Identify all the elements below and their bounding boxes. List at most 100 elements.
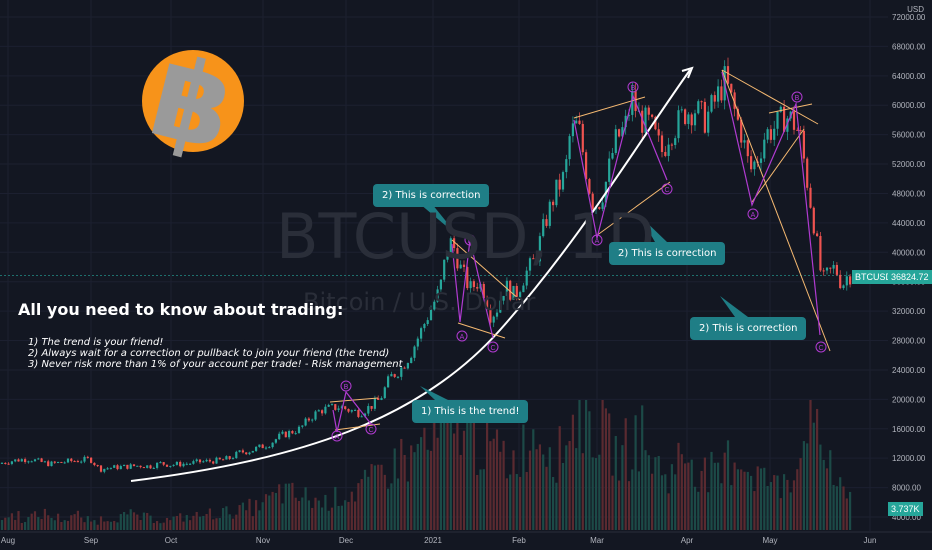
candle-body [321, 410, 324, 414]
candle-body [743, 140, 746, 143]
callout-tail-1 [420, 204, 458, 236]
candle-body [189, 463, 192, 465]
candle-body [664, 151, 667, 156]
candle-body [179, 461, 182, 467]
candle-body [730, 83, 733, 93]
x-tick-label: Apr [681, 536, 694, 545]
volume-bar [70, 515, 73, 530]
volume-bar [726, 440, 730, 530]
candle-body [30, 461, 33, 463]
candle-body [103, 468, 106, 472]
candle-body [499, 300, 502, 313]
y-tick-label: 40000.00 [892, 248, 926, 257]
callout-correction-2: 2) This is correction [609, 242, 726, 265]
candle-body [271, 442, 274, 448]
candle-body [66, 458, 70, 463]
volume-bar [413, 452, 416, 530]
volume-bar [152, 522, 155, 530]
volume-bar [126, 514, 129, 530]
volume-bar [301, 497, 304, 530]
candle-body [413, 346, 416, 358]
volume-bar [439, 414, 442, 530]
candle-body [0, 462, 4, 464]
candle-body [439, 279, 442, 290]
volume-bar [208, 508, 211, 530]
volume-bar [502, 440, 505, 530]
volume-bar [146, 512, 149, 530]
candle-body [684, 109, 687, 124]
candle-body [393, 374, 396, 377]
candle-body [456, 248, 459, 269]
volume-bar [538, 444, 541, 530]
callout-correction-3: 2) This is correction [690, 317, 807, 340]
candle-body [228, 456, 231, 459]
candle-body [367, 406, 370, 414]
candle-body [525, 270, 528, 286]
candle-body [509, 280, 512, 300]
candle-body [317, 410, 320, 412]
bitcoin-logo-symbol: ฿ [139, 31, 246, 176]
volume-bar [644, 450, 647, 530]
volume-bar [565, 445, 568, 530]
volume-bar [842, 486, 845, 530]
volume-bar [433, 418, 436, 530]
candle-body [835, 264, 838, 275]
volume-bar [60, 521, 63, 530]
volume-bar [687, 462, 690, 530]
volume-bar [717, 462, 720, 530]
candle-body [205, 459, 208, 462]
x-tick-label: Nov [256, 536, 270, 545]
candle-body [347, 408, 350, 412]
candle-body [159, 462, 162, 464]
volume-bar [796, 469, 799, 530]
volume-bar [76, 510, 79, 530]
wave-point-letter: A [595, 238, 600, 245]
volume-bar [33, 511, 37, 530]
wave-point-circle [365, 423, 377, 435]
candle-body [24, 459, 27, 463]
wave-point-label: B [340, 380, 352, 392]
candle-body [390, 374, 393, 377]
wave-point-circle [340, 380, 352, 392]
volume-bar [218, 518, 221, 530]
y-tick-label: 64000.00 [892, 72, 926, 81]
candle-body [291, 430, 294, 434]
volume-bar [552, 476, 555, 530]
candle-body [489, 309, 492, 323]
bitcoin-logo-disc [142, 50, 244, 152]
volume-bar [225, 506, 228, 530]
volume-bar [205, 514, 208, 530]
candle-body [60, 461, 63, 463]
volume-bar [212, 519, 215, 530]
candle-body [63, 462, 66, 464]
candle-body [568, 136, 571, 160]
volume-bar [769, 482, 772, 530]
volume-bar [113, 520, 116, 530]
candle-body [129, 464, 132, 469]
volume-bar [30, 513, 33, 530]
volume-bar [476, 474, 479, 530]
x-tick-label: Aug [1, 536, 15, 545]
volume-bar [24, 522, 27, 530]
candle-body [700, 101, 703, 103]
y-tick-label: 52000.00 [892, 160, 926, 169]
wave-point-circle [791, 91, 803, 103]
candle-body [162, 462, 165, 465]
volume-bar [561, 462, 565, 530]
volume-bar [354, 501, 357, 530]
candle-body [93, 462, 96, 466]
volume-bar [660, 475, 664, 530]
wave-point-letter: B [344, 384, 349, 391]
candle-body [545, 219, 548, 226]
candle-body [420, 328, 423, 339]
candle-body [248, 452, 251, 455]
candle-body [726, 66, 730, 84]
y-tick-label: 32000.00 [892, 307, 926, 316]
volume-bar [746, 471, 749, 530]
volume-bar [420, 437, 423, 530]
candle-body [713, 95, 716, 102]
candle-body [106, 468, 109, 470]
volume-bar [789, 492, 792, 530]
volume-bar [667, 493, 670, 530]
